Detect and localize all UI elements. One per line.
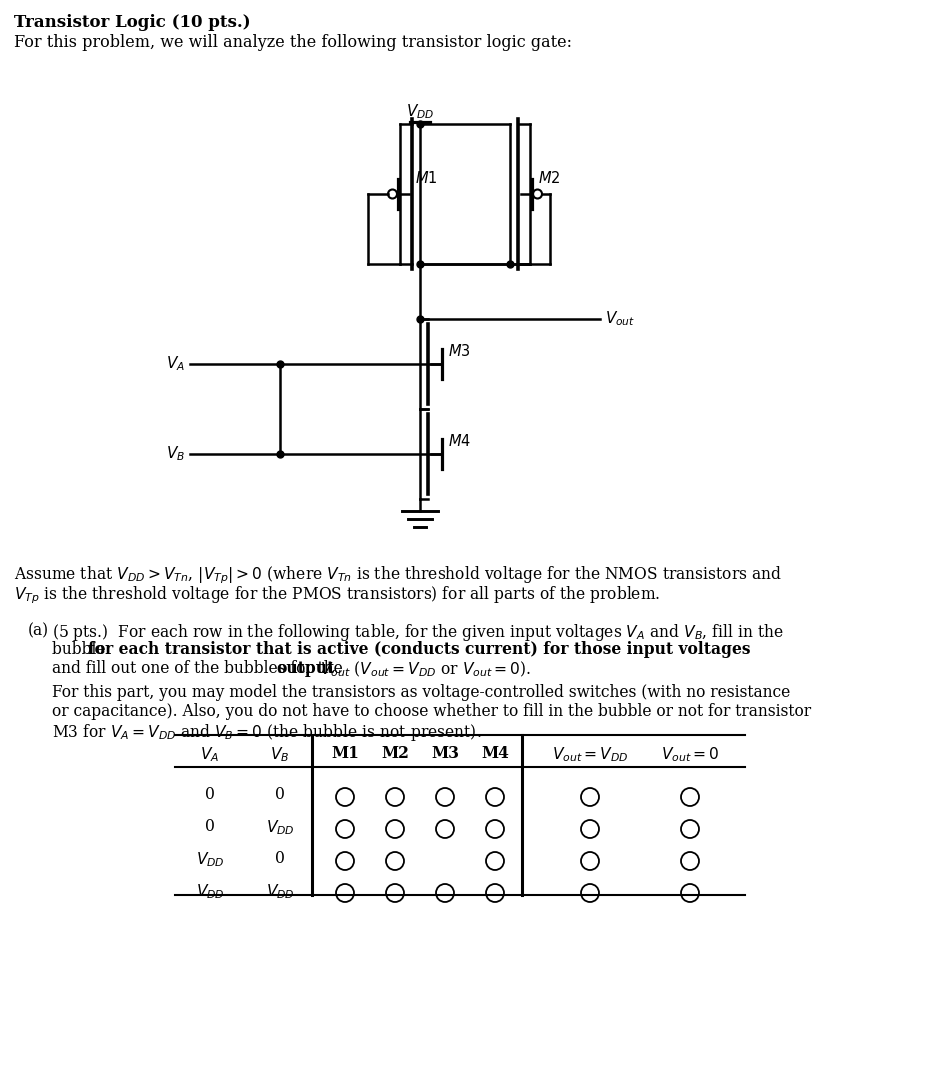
Text: M4: M4 xyxy=(481,745,508,762)
Text: M3 for $V_A = V_{DD}$ and $V_B = 0$ (the bubble is not present).: M3 for $V_A = V_{DD}$ and $V_B = 0$ (the… xyxy=(52,723,481,743)
Text: $V_A$: $V_A$ xyxy=(166,355,185,373)
Text: Transistor Logic (10 pts.): Transistor Logic (10 pts.) xyxy=(14,14,251,31)
Text: (5 pts.)  For each row in the following table, for the given input voltages $V_A: (5 pts.) For each row in the following t… xyxy=(52,622,784,643)
Text: $V_{DD}$: $V_{DD}$ xyxy=(406,102,434,121)
Text: 0: 0 xyxy=(205,818,215,835)
Text: $V_{out} = V_{DD}$: $V_{out} = V_{DD}$ xyxy=(551,745,628,763)
Text: output: output xyxy=(276,660,334,678)
Text: M2: M2 xyxy=(381,745,409,762)
Text: $V_{DD}$: $V_{DD}$ xyxy=(266,882,295,900)
Text: $V_{DD}$: $V_{DD}$ xyxy=(266,818,295,837)
Text: $M3$: $M3$ xyxy=(448,343,470,359)
Text: $V_B$: $V_B$ xyxy=(166,445,185,463)
Text: $V_{out} = 0$: $V_{out} = 0$ xyxy=(661,745,719,763)
Text: $M4$: $M4$ xyxy=(448,433,471,449)
Text: 0: 0 xyxy=(275,786,285,803)
Text: Assume that $V_{DD} > V_{Tn}$, $|V_{Tp}|> 0$ (where $V_{Tn}$ is the threshold vo: Assume that $V_{DD} > V_{Tn}$, $|V_{Tp}|… xyxy=(14,564,782,585)
Text: $V_{Tp}$ is the threshold voltage for the PMOS transistors) for all parts of the: $V_{Tp}$ is the threshold voltage for th… xyxy=(14,584,661,606)
Text: (a): (a) xyxy=(28,622,49,639)
Text: 0: 0 xyxy=(205,786,215,803)
Text: $M1$: $M1$ xyxy=(415,170,438,187)
Text: $V_{out}$: $V_{out}$ xyxy=(605,310,635,328)
Text: bubble: bubble xyxy=(52,641,110,658)
Text: $V_{out}$ ($V_{out} = V_{DD}$ or $V_{out} = 0$).: $V_{out}$ ($V_{out} = V_{DD}$ or $V_{out… xyxy=(320,660,531,680)
Text: $V_{DD}$: $V_{DD}$ xyxy=(196,882,225,900)
Text: for each transistor that is active (conducts current) for those input voltages: for each transistor that is active (cond… xyxy=(88,641,750,658)
Text: For this part, you may model the transistors as voltage-controlled switches (wit: For this part, you may model the transis… xyxy=(52,684,790,701)
Text: $V_{DD}$: $V_{DD}$ xyxy=(196,850,225,868)
Text: 0: 0 xyxy=(275,850,285,867)
Text: and fill out one of the bubbles for the: and fill out one of the bubbles for the xyxy=(52,660,348,678)
Text: M1: M1 xyxy=(331,745,359,762)
Text: $V_A$: $V_A$ xyxy=(201,745,219,763)
Text: or capacitance). Also, you do not have to choose whether to fill in the bubble o: or capacitance). Also, you do not have t… xyxy=(52,703,811,720)
Text: M3: M3 xyxy=(431,745,459,762)
Text: For this problem, we will analyze the following transistor logic gate:: For this problem, we will analyze the fo… xyxy=(14,34,572,51)
Text: $M2$: $M2$ xyxy=(538,170,561,187)
Text: $V_B$: $V_B$ xyxy=(271,745,290,763)
